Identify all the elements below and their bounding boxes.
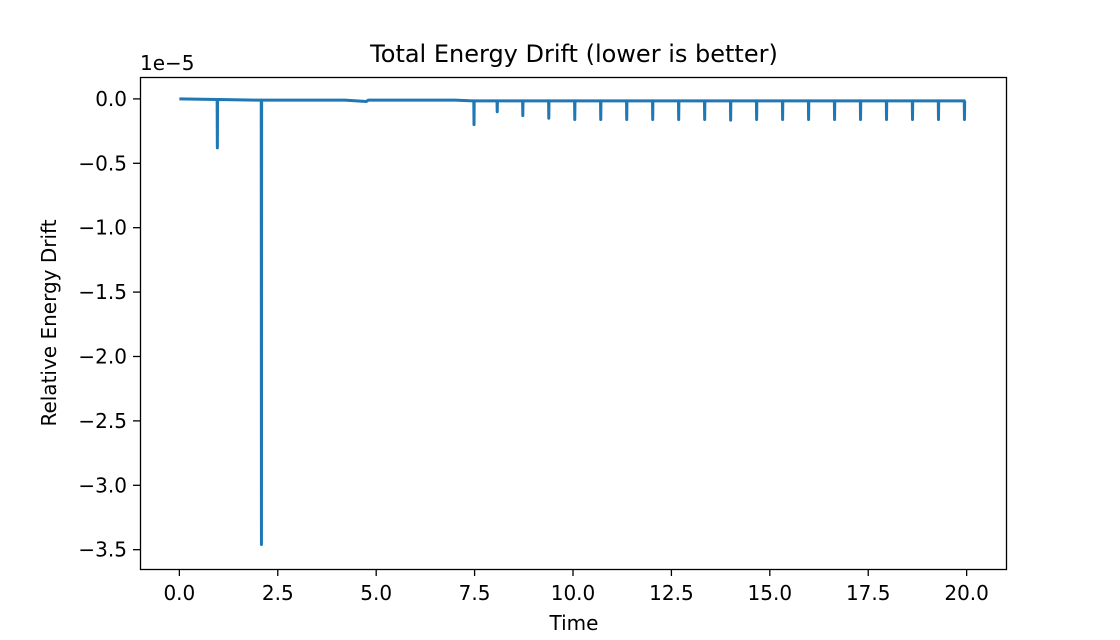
x-tick-label: 7.5	[459, 581, 491, 605]
y-axis-title: Relative Energy Drift	[37, 219, 61, 426]
x-tick-label: 2.5	[262, 581, 294, 605]
y-tick-label: −2.5	[78, 409, 127, 433]
x-axis-title: Time	[549, 611, 599, 635]
x-tick-label: 12.5	[649, 581, 694, 605]
y-axis: 0.0 −0.5 −1.0 −1.5 −2.0 −2.5 −3.0 −3.5	[78, 87, 140, 562]
x-tick-label: 5.0	[360, 581, 392, 605]
x-tick-label: 17.5	[846, 581, 891, 605]
x-tick-label: 15.0	[748, 581, 793, 605]
plot-area	[179, 97, 967, 547]
x-tick-label: 20.0	[944, 581, 989, 605]
y-tick-label: −3.0	[78, 473, 127, 497]
x-tick-label: 10.0	[551, 581, 596, 605]
chart-title: Total Energy Drift (lower is better)	[369, 40, 778, 68]
x-axis: 0.0 2.5 5.0 7.5 10.0 12.5 15.0 17.5 20.0	[163, 569, 989, 605]
y-tick-label: −0.5	[78, 151, 127, 175]
y-tick-label: 0.0	[95, 87, 127, 111]
y-offset-text: 1e−5	[140, 51, 195, 75]
y-tick-label: −3.5	[78, 538, 127, 562]
y-tick-label: −1.0	[78, 216, 127, 240]
series-line-energy-drift	[179, 97, 967, 547]
y-tick-label: −2.0	[78, 344, 127, 368]
x-tick-label: 0.0	[163, 581, 195, 605]
y-tick-label: −1.5	[78, 280, 127, 304]
